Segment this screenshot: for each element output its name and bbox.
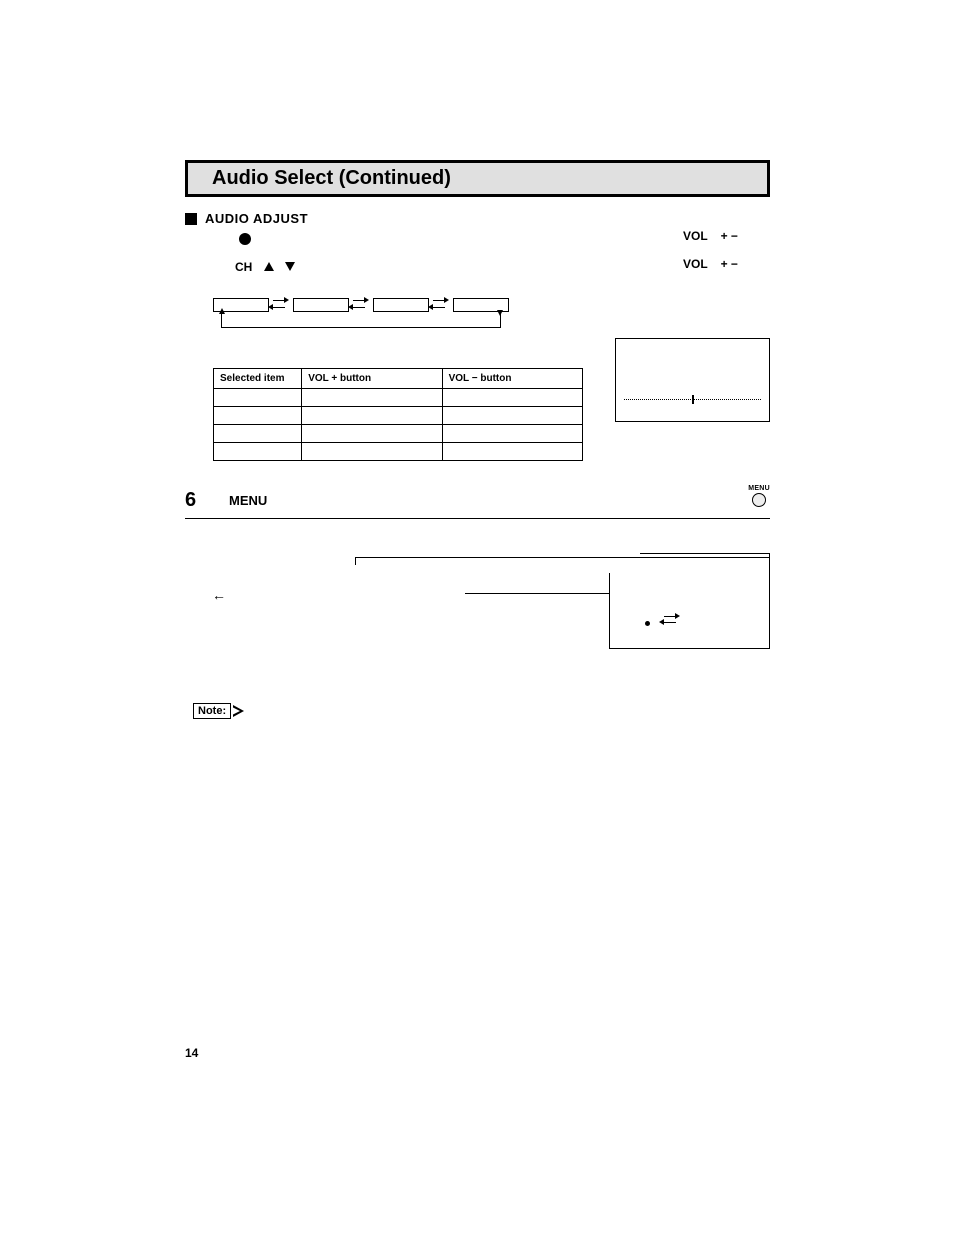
vol-pm-1: + − — [721, 229, 738, 243]
page-content: Audio Select (Continued) AUDIO ADJUST CH… — [185, 160, 770, 719]
section-title-text: Audio Select (Continued) — [212, 167, 451, 189]
step-6-row: 6 MENU MENU — [185, 489, 770, 519]
d2-dot-icon — [645, 621, 650, 626]
flow-box-3 — [373, 298, 429, 312]
square-bullet-icon — [185, 213, 197, 225]
menu-button-graphic: MENU — [748, 485, 770, 507]
menu-button-label: MENU — [748, 485, 770, 492]
th-plus: VOL + button — [302, 369, 442, 389]
table-row — [214, 389, 583, 407]
vol-pm-2: + − — [721, 257, 738, 271]
th-selected: Selected item — [214, 369, 302, 389]
slider-knob — [692, 395, 694, 404]
flow-diagram — [213, 298, 770, 338]
audio-adjust-row: AUDIO ADJUST CH VOL + − VOL + − — [185, 211, 770, 276]
step-label: MENU — [229, 493, 267, 508]
flow-return-arrow-down-icon — [497, 310, 503, 316]
d2-top-vert — [355, 557, 356, 565]
audio-adjust-label: AUDIO ADJUST — [205, 211, 308, 226]
d2-tv-box — [610, 553, 770, 649]
table-row — [214, 443, 583, 461]
left-arrow-icon: ← — [212, 587, 226, 603]
section-title-bar: Audio Select (Continued) — [185, 160, 770, 197]
note-row: Note: — [193, 703, 770, 719]
triangle-down-icon — [285, 262, 295, 271]
vol-label-1: VOL — [683, 229, 708, 243]
table-header-row: Selected item VOL + button VOL − button — [214, 369, 583, 389]
triangle-up-icon — [264, 262, 274, 271]
th-minus: VOL − button — [442, 369, 582, 389]
table-row — [214, 407, 583, 425]
d2-mid-line — [465, 593, 610, 594]
d2-mini-arrows — [664, 613, 682, 627]
tv-screen-preview — [615, 338, 770, 422]
vol-label-2: VOL — [683, 257, 708, 271]
secondary-diagram: ← — [185, 553, 770, 683]
vol-line-1: VOL + − — [683, 227, 738, 245]
audio-adjust-block: AUDIO ADJUST CH — [205, 211, 308, 276]
remote-dot — [239, 230, 308, 248]
flow-return-line — [221, 312, 501, 328]
step-number: 6 — [185, 489, 215, 512]
menu-button-circle-icon — [752, 493, 766, 507]
vol-line-2: VOL + − — [683, 255, 738, 273]
dot-icon — [239, 233, 251, 245]
ch-label: CH — [235, 260, 252, 274]
page-number: 14 — [185, 1046, 198, 1060]
vol-actions-table: Selected item VOL + button VOL − button — [213, 368, 583, 461]
note-arrow-icon — [233, 705, 247, 717]
ch-row: CH — [235, 258, 308, 276]
note-label: Note: — [193, 703, 231, 719]
flow-return-arrow-icon — [219, 308, 225, 314]
flow-box-2 — [293, 298, 349, 312]
table-row — [214, 425, 583, 443]
